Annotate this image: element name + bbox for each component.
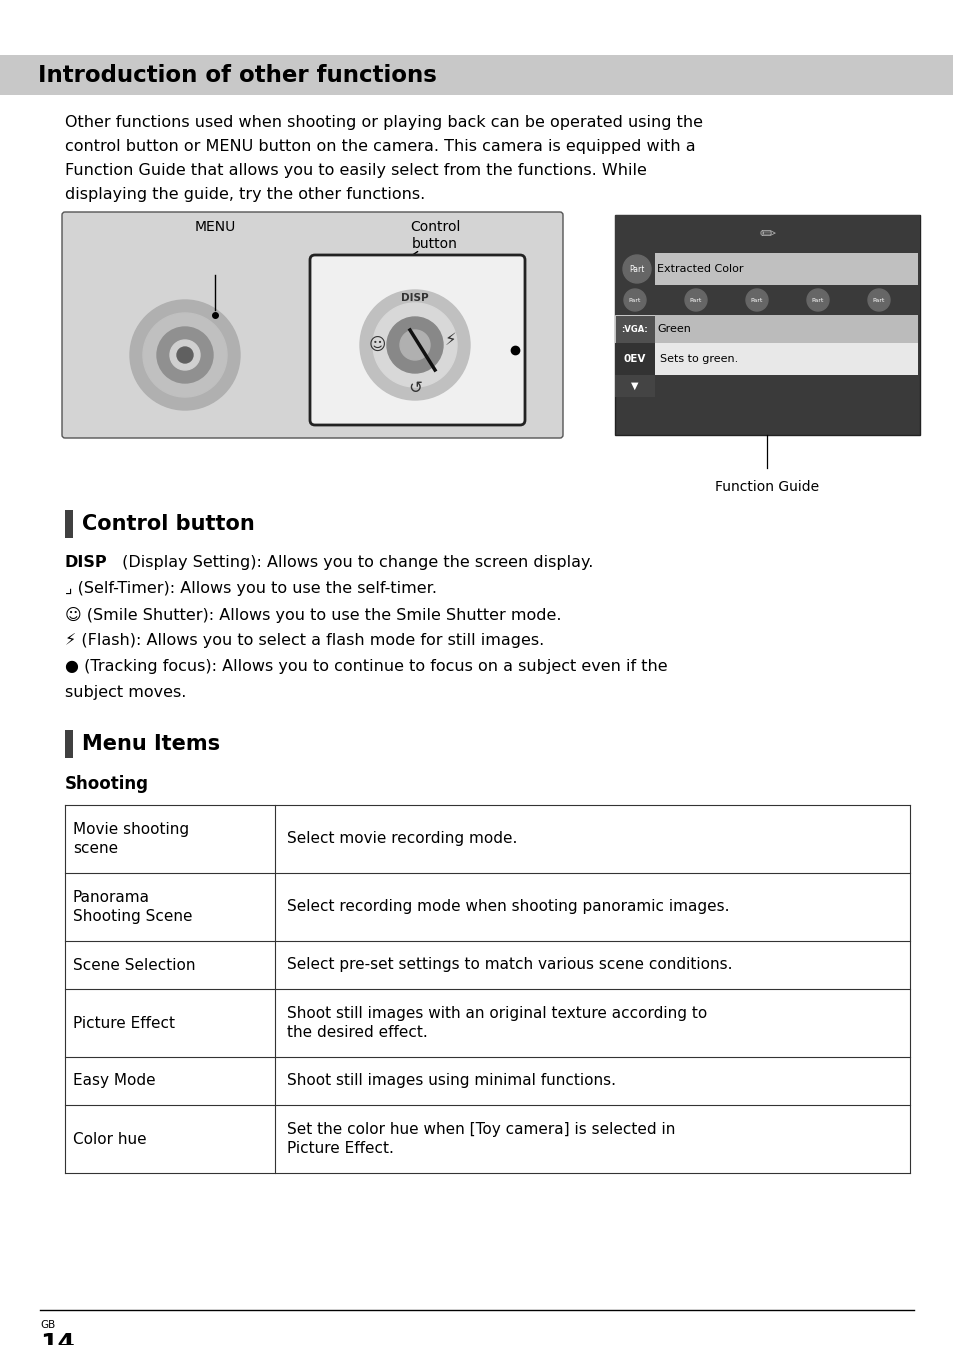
Text: displaying the guide, try the other functions.: displaying the guide, try the other func… xyxy=(65,187,425,202)
Text: ⚡ (Flash): Allows you to select a flash mode for still images.: ⚡ (Flash): Allows you to select a flash … xyxy=(65,633,543,648)
Bar xyxy=(615,253,919,285)
Text: ▼: ▼ xyxy=(631,381,639,391)
Text: DISP: DISP xyxy=(65,555,108,570)
Text: ✏: ✏ xyxy=(759,225,775,243)
Bar xyxy=(65,873,909,941)
Bar xyxy=(0,55,953,95)
Circle shape xyxy=(867,289,889,311)
Circle shape xyxy=(399,330,430,360)
Text: Green: Green xyxy=(657,324,690,334)
Bar xyxy=(655,253,917,285)
Text: Easy Mode: Easy Mode xyxy=(73,1073,155,1088)
Bar xyxy=(65,806,909,873)
Circle shape xyxy=(387,317,442,373)
Text: :VGA:: :VGA: xyxy=(621,324,648,334)
Text: Function Guide: Function Guide xyxy=(714,480,819,494)
Text: Shooting: Shooting xyxy=(65,775,149,794)
Text: Extracted Color: Extracted Color xyxy=(657,264,742,274)
Text: Control button: Control button xyxy=(82,514,254,534)
Text: ⌟ (Self-Timer): Allows you to use the self-timer.: ⌟ (Self-Timer): Allows you to use the se… xyxy=(65,581,436,596)
Circle shape xyxy=(622,256,650,282)
Bar xyxy=(615,285,919,315)
Circle shape xyxy=(359,291,470,399)
Text: Panorama
Shooting Scene: Panorama Shooting Scene xyxy=(73,889,193,924)
Circle shape xyxy=(143,313,227,397)
Text: control button or MENU button on the camera. This camera is equipped with a: control button or MENU button on the cam… xyxy=(65,139,695,153)
Circle shape xyxy=(684,289,706,311)
Text: Other functions used when shooting or playing back can be operated using the: Other functions used when shooting or pl… xyxy=(65,116,702,130)
Text: Part: Part xyxy=(629,265,644,273)
Text: MENU: MENU xyxy=(194,221,235,234)
Bar xyxy=(615,215,919,253)
Circle shape xyxy=(170,340,200,370)
FancyBboxPatch shape xyxy=(310,256,524,425)
Circle shape xyxy=(177,347,193,363)
Bar xyxy=(655,343,917,375)
Circle shape xyxy=(157,327,213,383)
Bar xyxy=(65,989,909,1057)
Bar xyxy=(615,315,655,343)
Text: subject moves.: subject moves. xyxy=(65,685,186,699)
Circle shape xyxy=(130,300,240,410)
Circle shape xyxy=(745,289,767,311)
Text: button: button xyxy=(412,237,457,252)
Bar xyxy=(615,343,655,375)
Text: (Display Setting): Allows you to change the screen display.: (Display Setting): Allows you to change … xyxy=(117,555,593,570)
Text: Select pre-set settings to match various scene conditions.: Select pre-set settings to match various… xyxy=(287,958,732,972)
Text: Part: Part xyxy=(872,297,884,303)
Text: Shoot still images with an original texture according to
the desired effect.: Shoot still images with an original text… xyxy=(287,1006,706,1041)
Text: Part: Part xyxy=(750,297,762,303)
Text: ● (Tracking focus): Allows you to continue to focus on a subject even if the: ● (Tracking focus): Allows you to contin… xyxy=(65,659,667,674)
Text: Select movie recording mode.: Select movie recording mode. xyxy=(287,831,517,846)
Text: Part: Part xyxy=(628,297,640,303)
Text: Control: Control xyxy=(410,221,459,234)
Text: ☺: ☺ xyxy=(368,336,385,354)
Text: 0EV: 0EV xyxy=(623,354,645,364)
Bar xyxy=(65,510,73,538)
Text: 14: 14 xyxy=(40,1332,74,1345)
Bar xyxy=(615,215,919,434)
Bar xyxy=(65,730,73,759)
Text: ↺: ↺ xyxy=(408,379,421,397)
Bar xyxy=(65,941,909,989)
FancyBboxPatch shape xyxy=(62,213,562,438)
Text: Set the color hue when [Toy camera] is selected in
Picture Effect.: Set the color hue when [Toy camera] is s… xyxy=(287,1122,675,1157)
Bar xyxy=(655,315,917,343)
Text: Shoot still images using minimal functions.: Shoot still images using minimal functio… xyxy=(287,1073,616,1088)
Text: Color hue: Color hue xyxy=(73,1131,147,1146)
Bar xyxy=(615,375,655,397)
Circle shape xyxy=(623,289,645,311)
Bar xyxy=(65,1106,909,1173)
Text: Select recording mode when shooting panoramic images.: Select recording mode when shooting pano… xyxy=(287,900,729,915)
Text: Scene Selection: Scene Selection xyxy=(73,958,195,972)
Text: DISP: DISP xyxy=(401,293,428,303)
Text: Introduction of other functions: Introduction of other functions xyxy=(38,63,436,86)
Text: Picture Effect: Picture Effect xyxy=(73,1015,174,1030)
Circle shape xyxy=(373,303,456,387)
Text: Part: Part xyxy=(811,297,823,303)
Text: ☺ (Smile Shutter): Allows you to use the Smile Shutter mode.: ☺ (Smile Shutter): Allows you to use the… xyxy=(65,607,561,623)
Text: Part: Part xyxy=(689,297,701,303)
Circle shape xyxy=(806,289,828,311)
Text: Movie shooting
scene: Movie shooting scene xyxy=(73,822,189,857)
Text: Menu Items: Menu Items xyxy=(82,734,220,755)
Text: Sets to green.: Sets to green. xyxy=(659,354,738,364)
Text: Function Guide that allows you to easily select from the functions. While: Function Guide that allows you to easily… xyxy=(65,163,646,178)
Text: GB: GB xyxy=(40,1319,55,1330)
Text: ⚡: ⚡ xyxy=(444,331,456,348)
Bar xyxy=(65,1057,909,1106)
